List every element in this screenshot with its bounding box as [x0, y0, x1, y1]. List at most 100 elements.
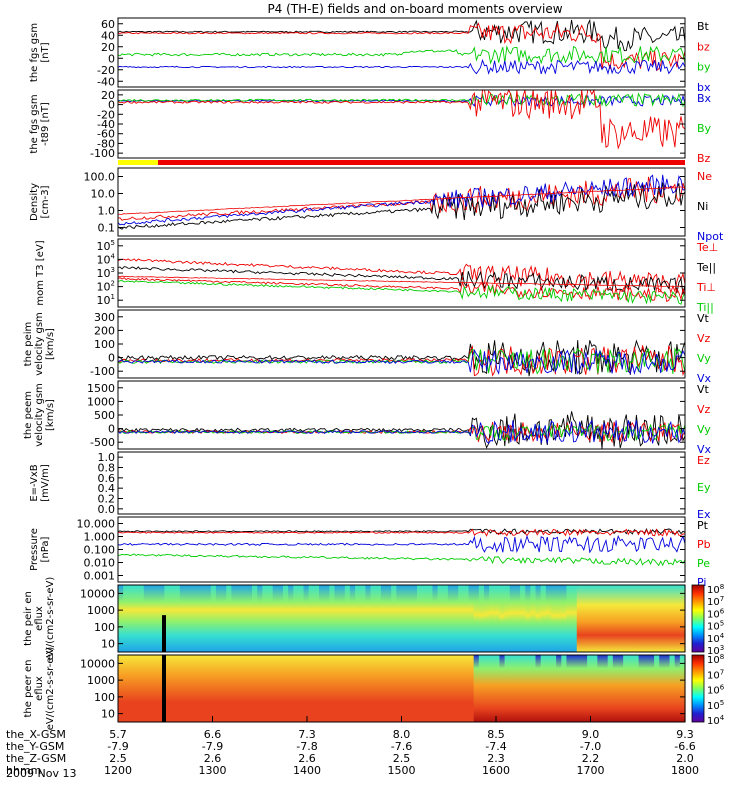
spectrogram-strip — [179, 655, 186, 722]
colorbar-tick: 108 — [707, 583, 724, 596]
spectrogram-strip — [221, 585, 227, 652]
ytick-label: 100.0 — [84, 171, 116, 184]
ytick-label: 0.8 — [98, 462, 116, 475]
spectrogram-strip — [638, 585, 645, 652]
xtick-x: 7.3 — [298, 728, 316, 741]
spectrogram-strip — [185, 585, 191, 652]
series-te-line — [117, 258, 686, 295]
spectrogram-strip — [427, 585, 434, 652]
spectrogram-strip — [453, 655, 459, 722]
spectrogram-strip — [473, 655, 480, 722]
series-vt-line — [117, 339, 686, 377]
legend-vy: Vy — [697, 352, 711, 365]
xtick-z: 2.5 — [393, 752, 411, 765]
series-pb-line — [117, 528, 686, 537]
spectrogram-strip — [257, 585, 263, 652]
spectrogram-strip — [355, 585, 361, 652]
spectrogram-strip — [592, 655, 598, 722]
spectrogram-strip — [654, 655, 660, 722]
spectrogram-strip — [463, 655, 470, 722]
spectrogram-strip — [674, 655, 681, 722]
data-gap — [162, 655, 166, 722]
xtick-hhmm: 1600 — [482, 764, 510, 777]
series-bz-line — [117, 22, 686, 72]
spectrogram-strip — [602, 655, 609, 722]
series-ni-line — [117, 182, 686, 230]
spectrogram-strip — [401, 655, 408, 722]
spectrogram-strip — [669, 655, 676, 722]
spectrogram-strip — [246, 585, 253, 652]
spectrogram-strip — [416, 585, 423, 652]
ytick-label: 1000 — [87, 604, 115, 617]
ytick-label: -500 — [90, 436, 115, 449]
spectrogram-strip — [277, 655, 284, 722]
spectrogram-strip — [468, 585, 475, 652]
spectrogram-strip — [257, 655, 263, 722]
xtick-z: 2.0 — [676, 752, 694, 765]
spectrogram-strip — [545, 585, 552, 652]
ytick-label: 0.0 — [98, 503, 116, 516]
spectrogram-strip — [308, 655, 315, 722]
legend-pe: Pe — [697, 557, 710, 570]
xtick-y: -7.0 — [580, 740, 601, 753]
spectrogram-strip — [164, 585, 171, 652]
spectrogram-strip — [499, 655, 506, 722]
legend-vx: Vx — [697, 372, 712, 385]
legend-vz: Vz — [697, 332, 711, 345]
spectrogram-strip — [293, 655, 300, 722]
xtick-hhmm: 1300 — [199, 764, 227, 777]
xtick-y: -7.9 — [107, 740, 128, 753]
legend-ey: Ey — [697, 481, 711, 494]
spectrogram-strip — [396, 655, 403, 722]
ytick-label: 500 — [94, 409, 115, 422]
panel-2: the fgs gsm-t89 [nT] 200-20-40-60-80-100 B… — [29, 88, 712, 165]
series-by-line — [117, 92, 686, 108]
spectrogram-strip — [148, 655, 155, 722]
spectrogram-strip — [550, 585, 557, 652]
colorbar-tick: 104 — [707, 632, 725, 645]
spectrogram-strip — [592, 585, 598, 652]
xtick-hhmm: 1200 — [104, 764, 132, 777]
ytick-label: 0 — [108, 99, 115, 112]
xtick-x: 9.0 — [582, 728, 600, 741]
series-te-line — [117, 266, 686, 295]
spectrogram-strip — [561, 655, 568, 722]
ytick-label: 10 — [101, 708, 115, 721]
spectrogram-strip — [648, 585, 655, 652]
spectrogram-strip — [607, 655, 614, 722]
colorbar-tick: 104 — [707, 714, 725, 727]
spectrogram-strip — [458, 655, 464, 722]
xtick-hhmm: 1500 — [388, 764, 416, 777]
spectrogram-strip — [123, 585, 129, 652]
spectrogram-strip — [190, 585, 196, 652]
legend-ez: Ez — [697, 454, 710, 467]
spectrogram-strip — [617, 655, 624, 722]
data-gap — [162, 615, 166, 652]
spectrogram-strip — [422, 655, 428, 722]
series-ti-line — [117, 280, 686, 305]
legend-ne: Ne — [697, 170, 712, 183]
panel-4-ylabel: mom T3 [eV] — [35, 240, 46, 305]
spectrogram-strip — [293, 585, 300, 652]
legend-te: Te⊥ — [696, 241, 718, 254]
spectrogram-strip — [360, 585, 367, 652]
spectrogram-strip — [659, 655, 665, 722]
spectrogram-strip — [494, 585, 501, 652]
spectrogram-strip — [664, 655, 671, 722]
spectrogram-strip — [365, 655, 372, 722]
ytick-label: 0.1 — [98, 222, 116, 235]
spectrogram-strip — [349, 585, 356, 652]
spectrogram-strip — [272, 585, 279, 652]
figure-title: P4 (TH-E) fields and on-board moments ov… — [267, 2, 562, 16]
ytick-label: 0.4 — [98, 482, 116, 495]
spectrogram-strip — [478, 655, 485, 722]
panel-8-ylabel: Pressure[nPa] — [29, 528, 51, 571]
spectrogram-strip — [386, 585, 392, 652]
legend-npot: Npot — [697, 230, 724, 243]
series-vy-line — [117, 422, 686, 442]
ytick-label: 0.010 — [84, 557, 116, 570]
ytick-label: 1.0 — [98, 205, 116, 218]
spectrogram-strip — [623, 585, 629, 652]
spectrogram-strip — [375, 585, 382, 652]
spectrogram-strip — [118, 655, 124, 722]
